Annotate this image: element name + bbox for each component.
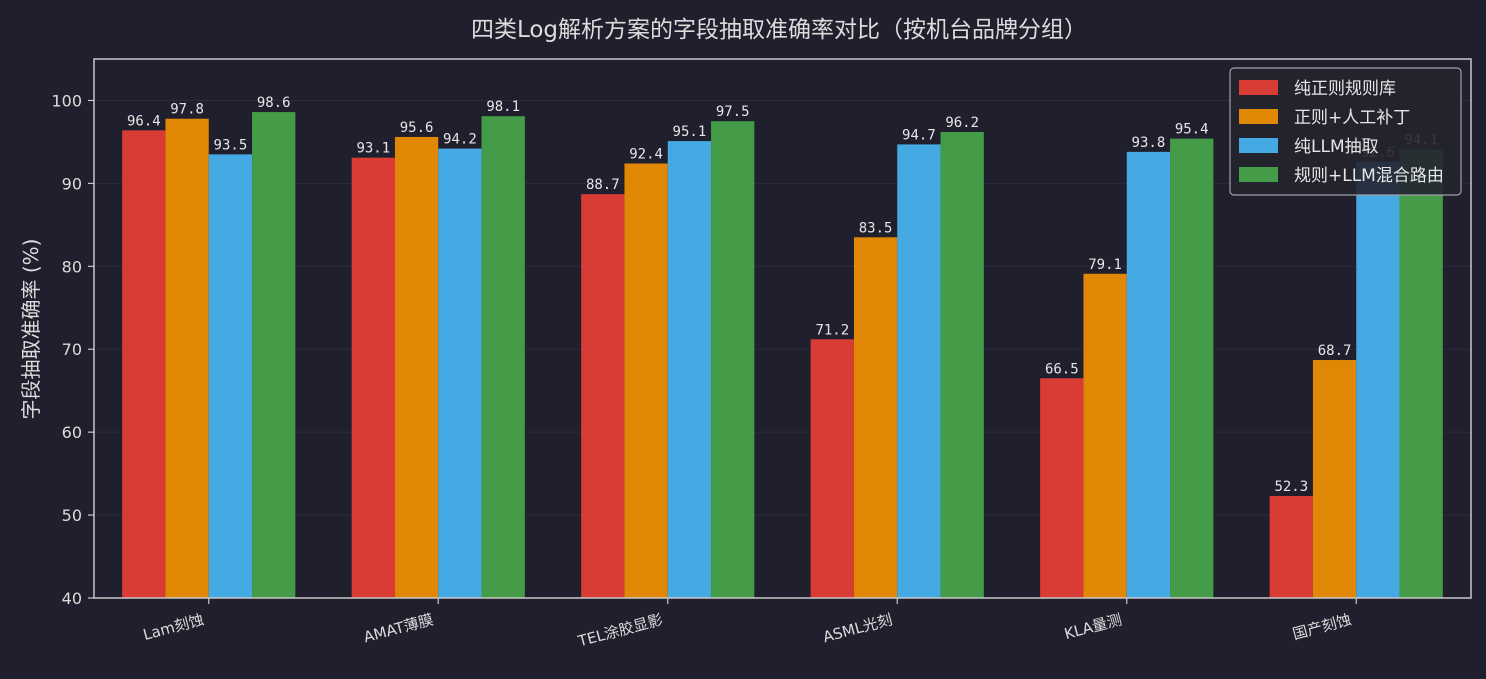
data-label: 94.2	[443, 132, 477, 148]
data-label: 52.3	[1274, 479, 1308, 495]
grid-lines	[94, 99, 1471, 599]
bar	[1126, 151, 1171, 598]
bar	[481, 116, 525, 599]
data-label: 68.7	[1318, 343, 1352, 359]
data-label: 95.6	[400, 120, 434, 136]
data-label: 83.5	[859, 220, 893, 236]
bars-group	[122, 112, 1443, 599]
bar	[810, 339, 854, 598]
x-tick-label: Lam刻蚀	[141, 610, 206, 643]
data-label: 98.1	[486, 99, 520, 115]
data-label: 93.5	[214, 137, 248, 153]
bar	[667, 141, 712, 598]
y-tick-label: 90	[62, 174, 82, 193]
data-label: 95.4	[1175, 122, 1209, 138]
plot-frame	[93, 58, 1472, 599]
y-axis-ticks: 40 50 60 70 80 90 100	[51, 91, 94, 608]
legend-swatch	[1239, 80, 1278, 95]
data-label: 95.1	[673, 124, 707, 140]
x-tick-label: AMAT薄膜	[362, 610, 436, 646]
bar	[165, 118, 209, 598]
data-label: 94.7	[902, 127, 936, 143]
data-label: 93.1	[356, 141, 390, 157]
legend-swatch	[1239, 167, 1278, 182]
y-tick-label: 50	[62, 506, 82, 525]
bar	[351, 157, 395, 598]
bar	[1170, 138, 1214, 599]
bar	[581, 194, 625, 598]
bar	[1399, 149, 1443, 598]
data-label: 93.8	[1132, 135, 1166, 151]
bar	[1312, 360, 1357, 598]
data-label: 97.5	[716, 104, 750, 120]
y-tick-label: 80	[62, 257, 82, 276]
x-tick-label: 国产刻蚀	[1291, 610, 1354, 643]
data-labels-group: 96.4 97.8 93.5 98.6 93.1 95.6 94.2 98.1 88.7 92.4…	[127, 95, 1438, 495]
bar	[853, 237, 898, 599]
bar	[1356, 161, 1400, 598]
data-label: 71.2	[815, 322, 849, 338]
data-label: 92.4	[629, 146, 663, 162]
data-label: 88.7	[586, 177, 620, 193]
x-tick-label: ASML光刻	[821, 610, 894, 646]
bar	[711, 121, 755, 598]
bar	[252, 112, 296, 598]
legend-box	[1229, 67, 1462, 196]
bar	[1083, 273, 1127, 598]
y-axis-label: 字段抽取准确率 (%)	[19, 239, 43, 420]
data-label: 79.1	[1088, 257, 1122, 273]
bar	[897, 144, 941, 598]
legend-label: 正则+人工补丁	[1294, 108, 1410, 128]
legend-label: 纯LLM抽取	[1294, 137, 1379, 157]
data-label: 96.4	[127, 113, 161, 129]
bar	[394, 136, 439, 598]
legend-swatch	[1239, 109, 1278, 124]
bar	[940, 131, 984, 599]
y-tick-label: 60	[62, 423, 82, 442]
y-tick-label: 70	[62, 340, 82, 359]
legend-label: 纯正则规则库	[1294, 79, 1396, 99]
legend-label: 规则+LLM混合路由	[1294, 166, 1444, 186]
legend-swatch	[1239, 138, 1278, 153]
x-tick-label: TEL涂胶显影	[575, 610, 665, 650]
bar	[208, 154, 253, 598]
chart-title: 四类Log解析方案的字段抽取准确率对比（按机台品牌分组）	[471, 17, 1087, 43]
data-label: 96.2	[945, 115, 979, 131]
bar	[1269, 496, 1313, 598]
y-tick-label: 40	[62, 589, 82, 608]
data-label: 97.8	[170, 102, 204, 118]
x-axis-ticks: Lam刻蚀 AMAT薄膜 TEL涂胶显影 ASML光刻 KLA量测 国产刻蚀	[141, 598, 1357, 651]
bar	[624, 163, 668, 598]
bar	[438, 148, 482, 598]
data-label: 98.6	[257, 95, 291, 111]
data-label: 66.5	[1045, 361, 1079, 377]
x-tick-label: KLA量测	[1062, 610, 1123, 643]
bar	[122, 130, 166, 598]
y-tick-label: 100	[51, 91, 82, 110]
bar	[1040, 378, 1084, 598]
